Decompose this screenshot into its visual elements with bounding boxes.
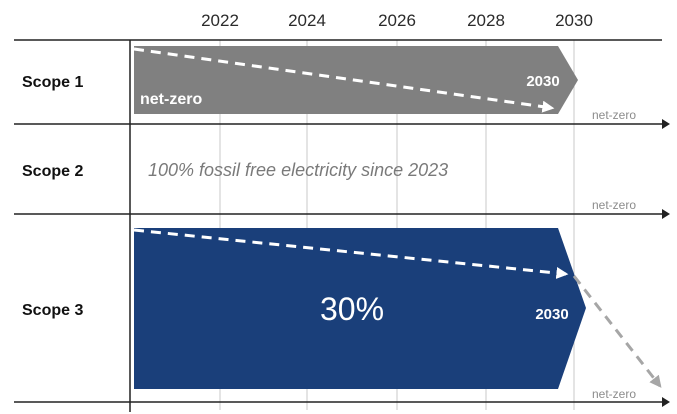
scope1-reduction-arrow: [133, 47, 555, 113]
year-label-2030: 2030: [555, 11, 593, 30]
scope3-reduction-arrow: [133, 228, 569, 279]
year-label-2026: 2026: [378, 11, 416, 30]
scope3-netzero-extension-arrow: [572, 275, 662, 388]
year-label-2024: 2024: [288, 11, 326, 30]
scope2-label: Scope 2: [22, 163, 83, 180]
scope3-label: Scope 3: [22, 302, 83, 319]
scope1-target-year: 2030: [526, 73, 559, 90]
scope2-axis-arrowhead: [662, 209, 670, 219]
year-label-2028: 2028: [467, 11, 505, 30]
scope3-target-year: 2030: [535, 306, 568, 323]
scope3-axis-arrowhead: [662, 397, 670, 407]
scope1-axis-label: net-zero: [592, 108, 636, 122]
scope3-bar: [134, 228, 586, 389]
scope3-axis-label: net-zero: [592, 387, 636, 401]
scope1-bar-label: net-zero: [140, 91, 202, 108]
scope3-reduction-percent: 30%: [320, 291, 384, 327]
scope1-axis-arrowhead: [662, 119, 670, 129]
scope1-label: Scope 1: [22, 74, 83, 91]
scope2-note: 100% fossil free electricity since 2023: [148, 160, 448, 180]
year-label-2022: 2022: [201, 11, 239, 30]
scope2-axis-label: net-zero: [592, 198, 636, 212]
